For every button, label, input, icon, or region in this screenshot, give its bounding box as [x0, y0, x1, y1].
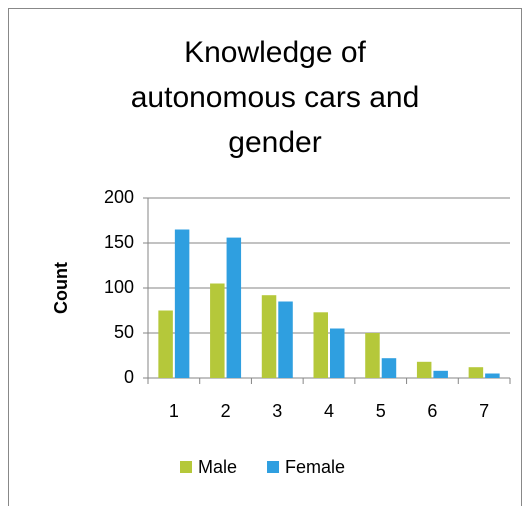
bar: [381, 358, 397, 378]
y-axis-label: Count: [51, 262, 71, 314]
bar: [313, 312, 328, 378]
bar: [174, 229, 190, 378]
bar: [158, 310, 173, 378]
y-tick-label: 100: [104, 277, 134, 297]
y-tick-label: 150: [104, 232, 134, 252]
x-tick-label: 6: [427, 401, 437, 421]
y-tick-label: 50: [114, 322, 134, 342]
y-tick-label: 200: [104, 187, 134, 207]
x-tick-label: 1: [169, 401, 179, 421]
x-tick-label: 2: [221, 401, 231, 421]
legend-label: Male: [198, 457, 237, 477]
legend-swatch: [180, 461, 192, 473]
legend-label: Female: [285, 457, 345, 477]
x-tick-label: 3: [272, 401, 282, 421]
bar: [416, 361, 432, 378]
bar: [468, 367, 484, 378]
bar: [210, 283, 225, 378]
legend-swatch: [267, 461, 280, 473]
bar: [226, 237, 242, 378]
bar: [278, 301, 293, 378]
bar: [330, 328, 345, 378]
y-tick-label: 0: [124, 367, 134, 387]
frame: [8, 8, 522, 506]
bar: [365, 333, 380, 378]
bar: [485, 373, 500, 378]
bar: [433, 370, 448, 378]
x-tick-label: 5: [376, 401, 386, 421]
chart-title: Knowledge of autonomous cars and gender: [130, 36, 420, 159]
x-tick-label: 7: [479, 401, 489, 421]
x-tick-label: 4: [324, 401, 334, 421]
bar: [261, 295, 277, 378]
